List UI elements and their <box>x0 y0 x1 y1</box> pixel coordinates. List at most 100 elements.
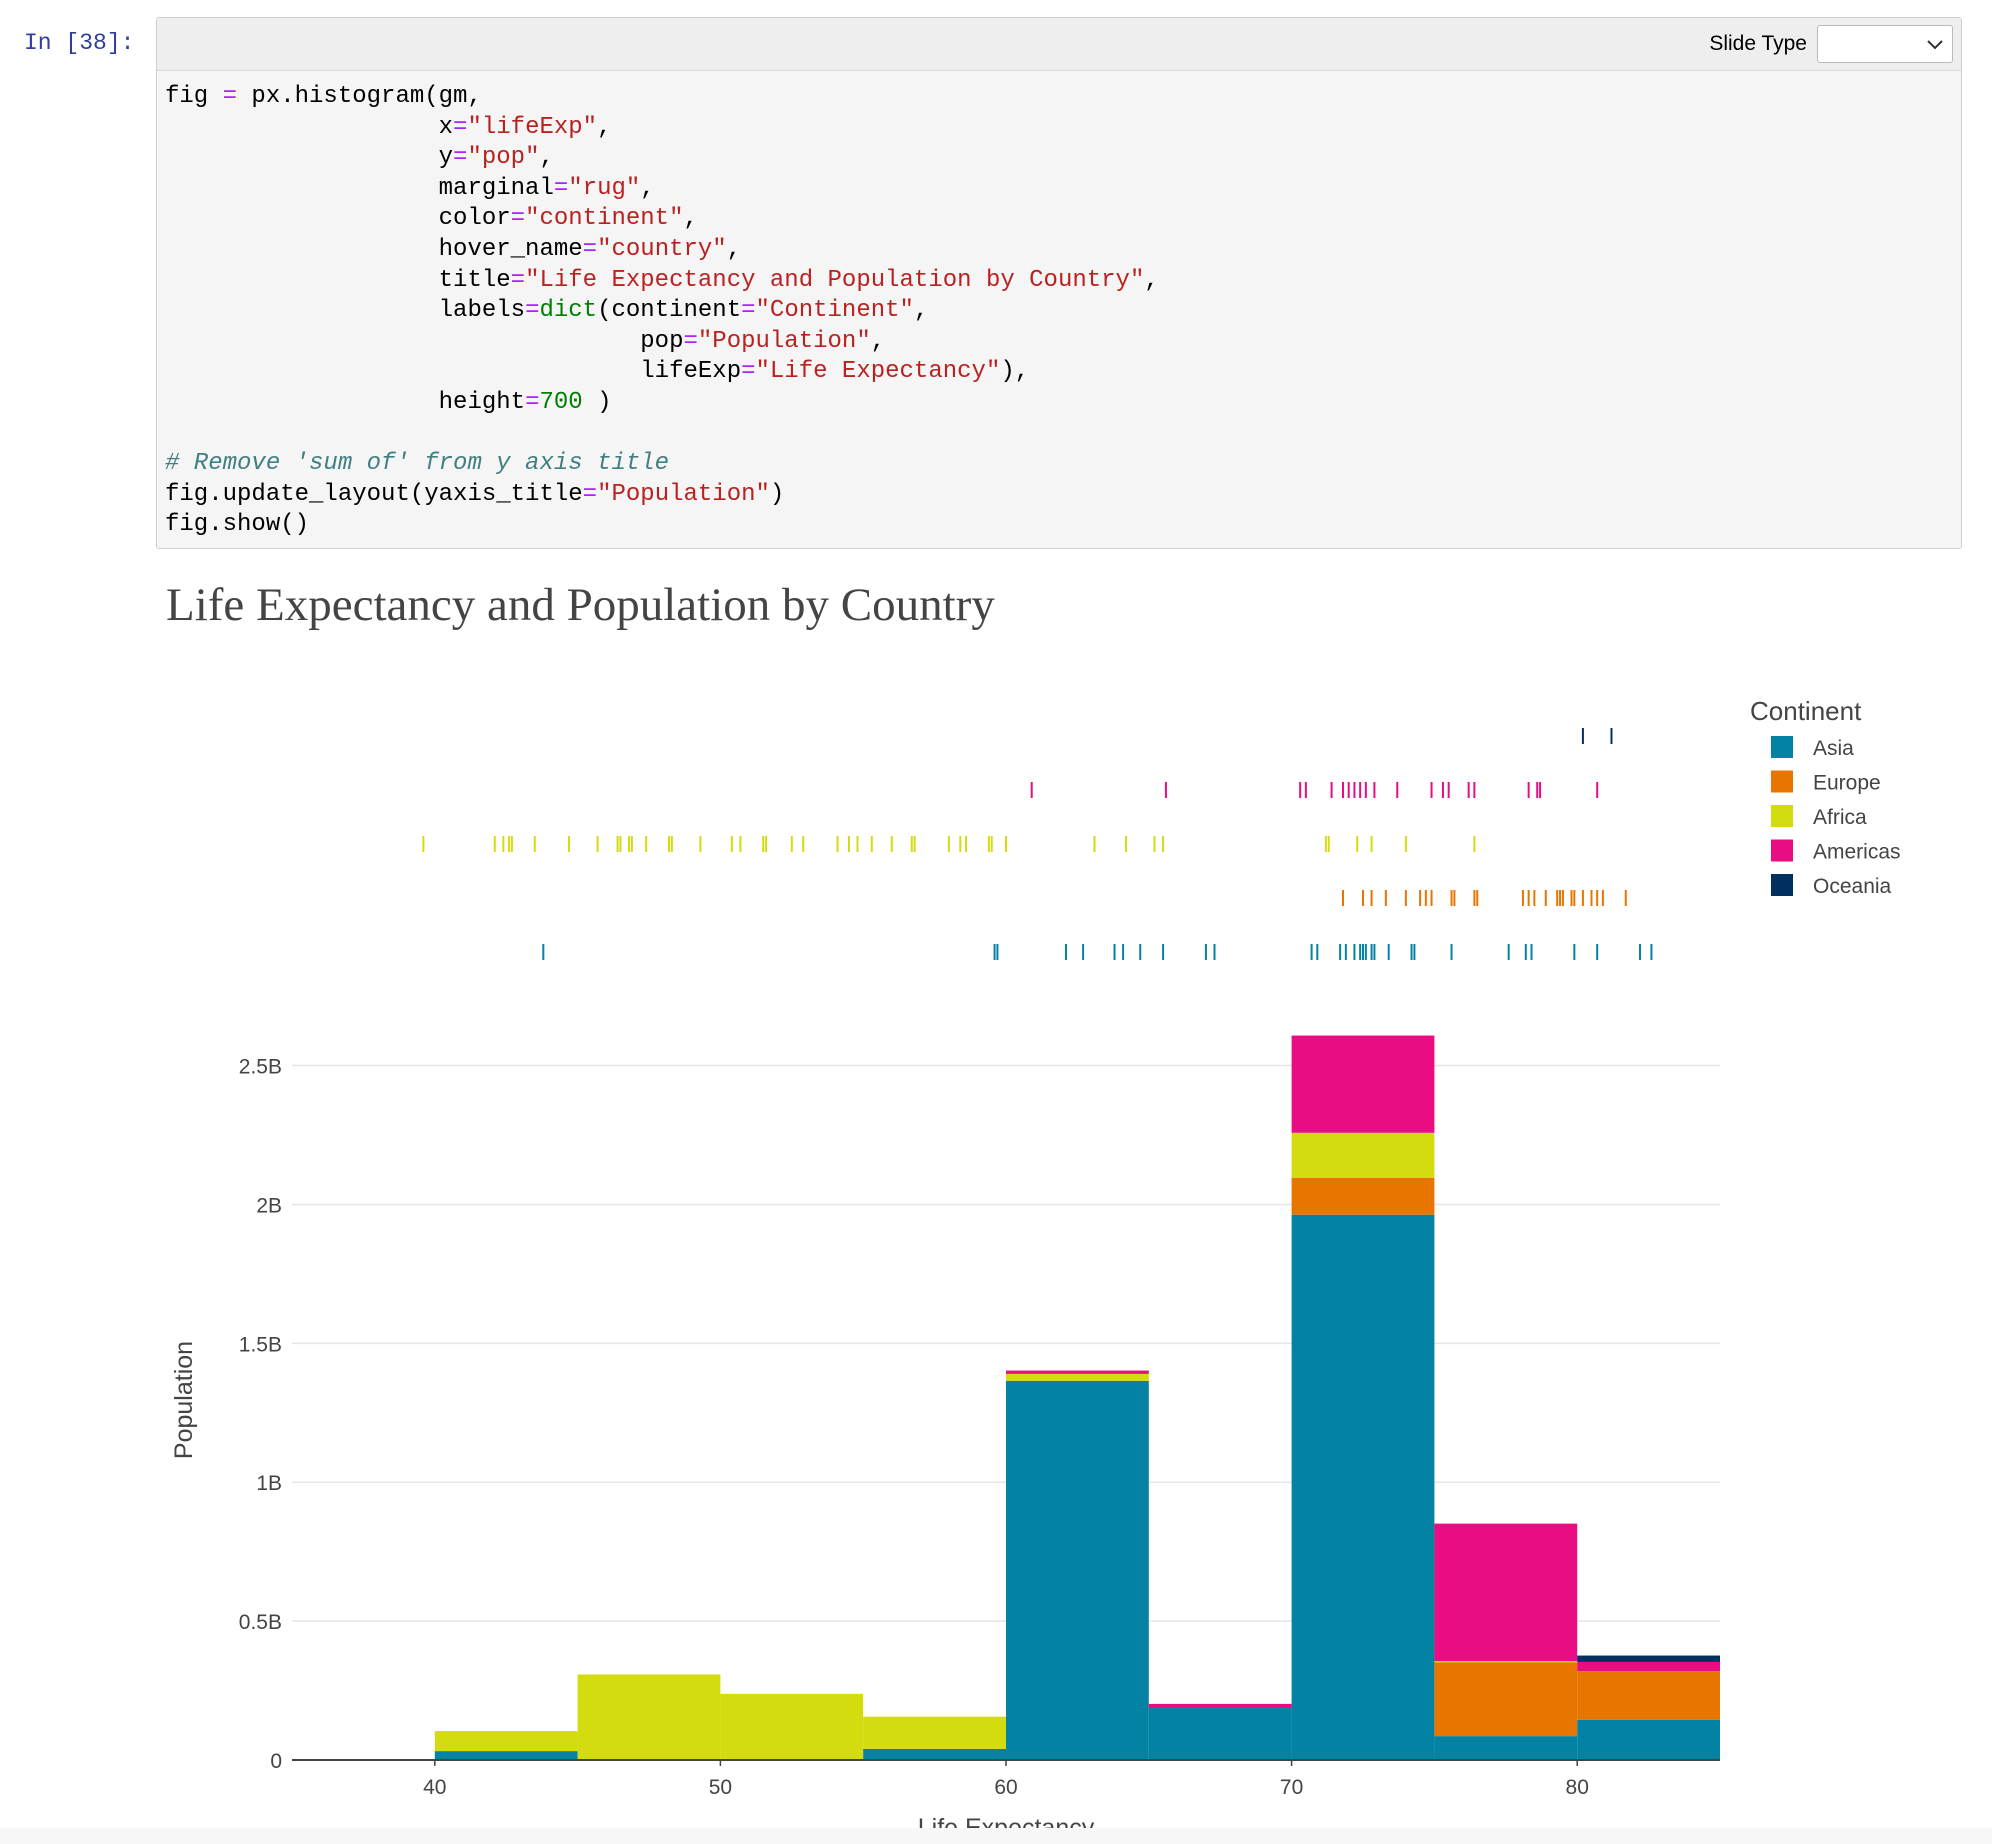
bar-americas <box>1006 1370 1149 1374</box>
bar-americas <box>1291 1035 1435 1133</box>
x-tick-label: 80 <box>1566 1776 1589 1799</box>
code-line: # Remove 'sum of' from y axis title <box>165 449 1159 480</box>
bar-americas <box>1148 1703 1292 1709</box>
notebook-bottom-bar <box>0 1828 1992 1844</box>
code-token: fig <box>165 83 223 110</box>
legend-swatch-americas <box>1771 839 1793 862</box>
bar-africa <box>1434 1661 1578 1663</box>
bar-asia <box>1577 1719 1720 1760</box>
code-token: "Population" <box>697 327 871 355</box>
code-token: title <box>165 266 511 294</box>
y-tick-label: 1B <box>256 1472 282 1495</box>
code-cell[interactable]: Slide Type fig = px.histogram(gm, x="lif… <box>156 17 1962 549</box>
code-editor[interactable]: fig = px.histogram(gm, x="lifeExp", y="p… <box>165 82 1159 541</box>
code-token: ), <box>1000 358 1030 386</box>
bar-asia <box>863 1748 1006 1760</box>
bar-asia <box>1291 1214 1435 1760</box>
code-token: = <box>741 297 756 325</box>
code-token: , <box>539 144 554 172</box>
code-token: , <box>726 235 742 263</box>
legend-label: Africa <box>1813 806 1867 829</box>
code-line: x="lifeExp", <box>165 113 1159 144</box>
code-token: pop <box>165 327 684 355</box>
code-line: fig.show() <box>165 510 1159 541</box>
code-token: "Continent" <box>755 297 914 325</box>
code-line: color="continent", <box>165 204 1159 235</box>
bar-americas <box>1577 1661 1720 1672</box>
code-line: fig = px.histogram(gm, <box>165 82 1159 113</box>
code-token: "rug" <box>568 174 641 202</box>
code-token: px.histogram(gm, <box>237 83 482 110</box>
legend-swatch-asia <box>1771 736 1793 758</box>
code-token: "Population" <box>597 480 770 508</box>
code-token: = <box>525 297 540 325</box>
y-tick-label: 0 <box>270 1750 282 1773</box>
code-token: = <box>510 266 526 294</box>
code-token: = <box>510 205 526 233</box>
code-token: "country" <box>597 235 727 263</box>
legend-swatch-oceania <box>1771 874 1793 896</box>
code-token: "Life Expectancy" <box>755 358 1001 386</box>
code-line: hover_name="country", <box>165 235 1159 266</box>
code-token: = <box>525 388 540 416</box>
code-token: , <box>640 174 655 202</box>
y-tick-label: 0.5B <box>239 1611 282 1634</box>
code-line: lifeExp="Life Expectancy"), <box>165 357 1159 388</box>
bar-africa <box>577 1674 721 1760</box>
code-token: fig.update_layout(yaxis_title <box>165 480 583 508</box>
code-token: , <box>870 327 886 355</box>
x-tick-label: 40 <box>423 1776 446 1799</box>
code-token: labels <box>165 297 526 325</box>
code-token: ) <box>769 480 785 508</box>
code-line: fig.update_layout(yaxis_title="Populatio… <box>165 480 1159 511</box>
bar-africa <box>434 1731 578 1752</box>
code-token: lifeExp <box>165 358 742 386</box>
bar-asia <box>1434 1736 1578 1760</box>
y-tick-label: 1.5B <box>239 1333 282 1356</box>
code-line: y="pop", <box>165 143 1159 174</box>
code-token: marginal <box>165 174 554 202</box>
code-token: , <box>1144 266 1159 294</box>
code-token: , <box>683 205 698 233</box>
code-token: = <box>453 113 468 141</box>
input-prompt: In [38]: <box>24 30 135 56</box>
slide-type-label: Slide Type <box>1709 32 1807 55</box>
code-token: y <box>165 144 454 172</box>
legend-swatch-africa <box>1771 805 1793 827</box>
code-token: , <box>913 297 929 325</box>
legend-label: Americas <box>1813 841 1901 864</box>
bar-asia <box>1148 1708 1292 1760</box>
slide-type-select[interactable] <box>1817 25 1953 63</box>
bar-asia <box>1006 1380 1149 1760</box>
code-token: color <box>165 205 511 233</box>
code-token: = <box>553 174 569 202</box>
code-token: "Life Expectancy and Population by Count… <box>525 266 1145 294</box>
bar-africa <box>1006 1373 1149 1381</box>
bar-europe <box>1291 1177 1435 1215</box>
legend-title: Continent <box>1750 696 1862 726</box>
code-line: height=700 ) <box>165 388 1159 419</box>
code-token: = <box>453 144 468 172</box>
code-line: title="Life Expectancy and Population by… <box>165 266 1159 297</box>
legend-swatch-europe <box>1771 770 1793 793</box>
code-line: pop="Population", <box>165 327 1159 358</box>
code-token: fig.show() <box>165 511 310 539</box>
code-line: labels=dict(continent="Continent", <box>165 296 1159 327</box>
y-axis-title: Population <box>170 1341 198 1459</box>
x-tick-label: 50 <box>709 1776 732 1799</box>
code-token: = <box>582 480 598 508</box>
bar-africa <box>863 1716 1006 1749</box>
legend-label: Asia <box>1813 737 1854 760</box>
code-line: marginal="rug", <box>165 174 1159 205</box>
y-tick-label: 2.5B <box>239 1056 282 1079</box>
bar-africa <box>1291 1132 1435 1178</box>
code-token: = <box>222 83 238 110</box>
figure-title: Life Expectancy and Population by Countr… <box>166 579 995 631</box>
bar-africa <box>720 1693 864 1760</box>
code-token: = <box>741 358 756 386</box>
cell-toolbar: Slide Type <box>157 18 1961 71</box>
code-token: hover_name <box>165 235 583 263</box>
code-token: "lifeExp" <box>467 113 598 141</box>
code-token: # Remove 'sum of' from y axis title <box>165 450 670 478</box>
